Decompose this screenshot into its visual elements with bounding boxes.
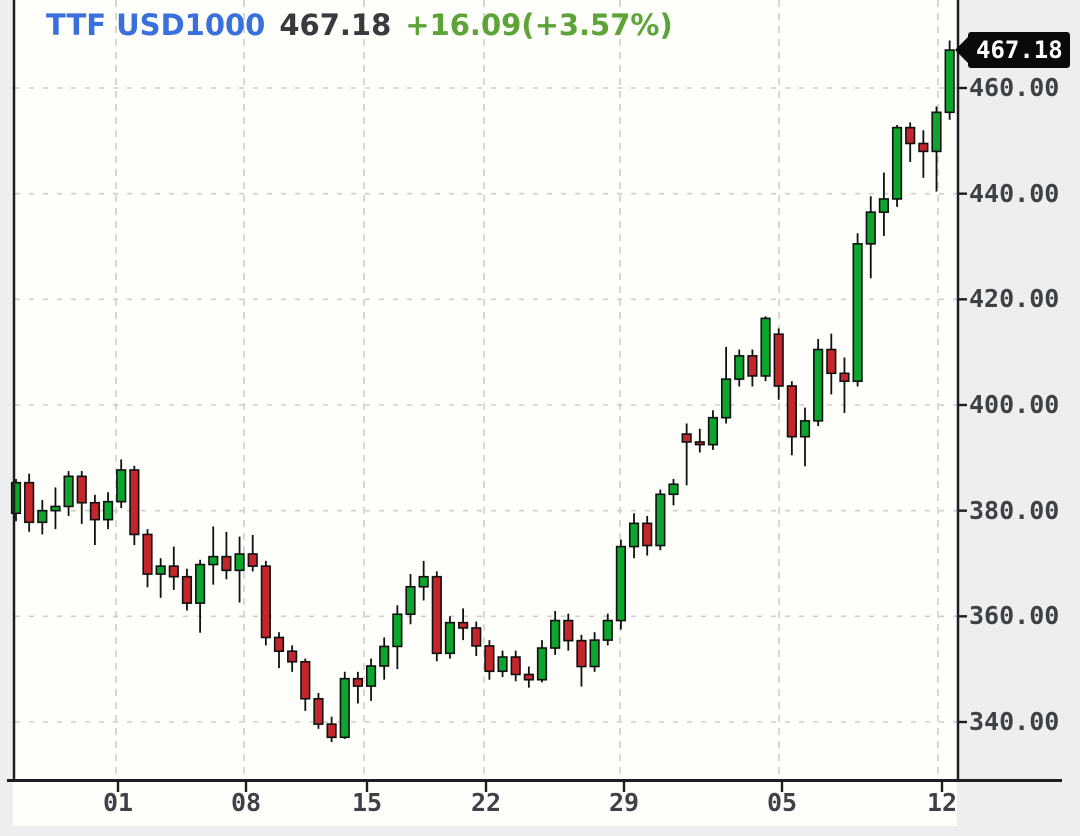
- candle: [155, 565, 166, 575]
- candle: [418, 575, 429, 588]
- candle: [76, 475, 87, 504]
- candle: [89, 501, 100, 521]
- candle: [865, 211, 876, 245]
- candle: [208, 555, 219, 566]
- candle: [392, 613, 403, 648]
- candle: [878, 198, 889, 213]
- candle: [484, 645, 495, 673]
- candle: [944, 49, 955, 114]
- candle: [786, 385, 797, 438]
- legend-last-price: 467.18: [279, 8, 392, 42]
- candle: [905, 126, 916, 145]
- candle: [497, 656, 508, 673]
- candle: [681, 433, 692, 443]
- candle: [260, 565, 271, 639]
- candle: [668, 483, 679, 496]
- x-axis-label: 01: [102, 788, 134, 817]
- candle: [287, 650, 298, 663]
- chart-legend: TTF USD1000 467.18 +16.09(+3.57%): [46, 8, 687, 42]
- candle: [444, 621, 456, 655]
- candle: [760, 317, 771, 377]
- candle: [642, 522, 653, 547]
- candle: [50, 505, 61, 512]
- candle: [405, 585, 416, 616]
- candle: [234, 553, 245, 572]
- candle: [168, 565, 179, 578]
- candle: [747, 355, 758, 377]
- candle: [826, 348, 837, 375]
- candle: [116, 469, 127, 503]
- legend-change: +16.09(+3.57%): [405, 8, 673, 42]
- candle: [300, 660, 311, 700]
- candle: [694, 441, 705, 446]
- candle: [655, 493, 666, 547]
- candle: [931, 111, 942, 153]
- candle: [37, 509, 48, 524]
- candle: [313, 697, 324, 725]
- candle: [339, 677, 350, 739]
- candle: [510, 656, 521, 676]
- candle: [563, 619, 574, 642]
- candle: [273, 636, 285, 652]
- y-axis-label: 400.00: [969, 389, 1060, 419]
- y-axis-label: 340.00: [969, 706, 1060, 736]
- candle: [813, 348, 824, 422]
- candle: [142, 533, 153, 575]
- x-axis-label: 15: [351, 788, 383, 817]
- candle: [102, 500, 114, 521]
- last-price-tag: 467.18: [955, 32, 1070, 69]
- y-axis-label: 360.00: [969, 601, 1060, 631]
- candle: [523, 673, 534, 681]
- candle: [550, 619, 561, 649]
- y-axis-label: 380.00: [969, 495, 1060, 525]
- x-axis-label: 05: [766, 788, 798, 817]
- candle: [707, 416, 719, 446]
- candle: [365, 665, 377, 687]
- candle: [24, 481, 35, 524]
- candle: [918, 142, 929, 153]
- candle: [352, 677, 364, 687]
- candle: [576, 639, 587, 668]
- x-axis-label: 29: [608, 788, 640, 817]
- candle: [247, 553, 258, 567]
- candle: [773, 333, 784, 387]
- candle: [589, 639, 600, 668]
- candle: [181, 575, 193, 604]
- candle: [615, 545, 626, 622]
- candle: [852, 243, 863, 383]
- candle: [10, 481, 22, 515]
- candle: [221, 555, 232, 572]
- price-tag-value: 467.18: [976, 36, 1063, 65]
- candle: [63, 475, 74, 508]
- legend-symbol: TTF USD1000: [46, 8, 266, 42]
- candle: [891, 126, 903, 200]
- candle: [379, 645, 390, 667]
- candle: [129, 469, 140, 536]
- candle: [431, 575, 442, 655]
- price-tag-arrow-icon: [955, 36, 969, 65]
- candle: [457, 621, 469, 629]
- x-axis-label: 08: [230, 788, 262, 817]
- candle: [536, 647, 548, 681]
- x-axis-label: 12: [926, 788, 958, 817]
- candle: [471, 627, 482, 647]
- candle: [839, 372, 850, 383]
- y-axis-label: 440.00: [969, 178, 1060, 208]
- candle: [326, 723, 337, 739]
- candle: [734, 355, 745, 380]
- x-axis-label: 22: [470, 788, 502, 817]
- y-axis-label: 420.00: [969, 284, 1060, 314]
- candle: [720, 378, 732, 419]
- candle: [602, 619, 613, 641]
- candle: [628, 522, 640, 548]
- candle: [799, 420, 811, 438]
- candle: [195, 563, 206, 604]
- y-axis-label: 460.00: [969, 73, 1060, 102]
